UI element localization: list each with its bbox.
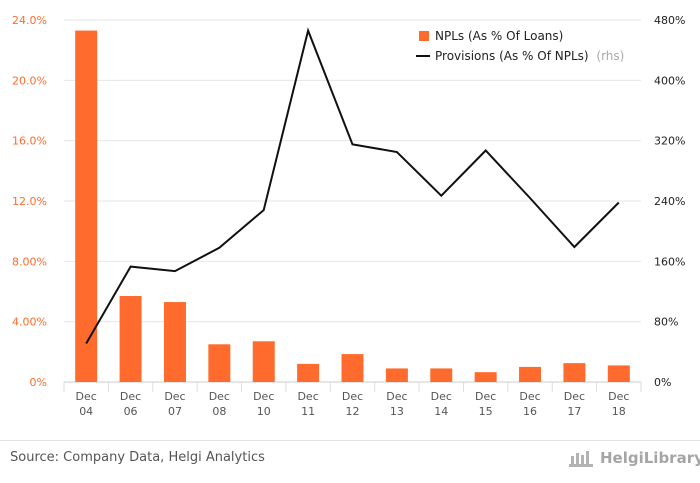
category-label-year: 06 [124,405,138,418]
category-label-year: 07 [168,405,182,418]
left-tick-label: 0% [30,376,47,389]
npl-bar-series [75,30,630,383]
category-label-month: Dec [564,390,585,403]
category-label-month: Dec [342,390,363,403]
npl-bar [385,368,408,382]
category-axis: Dec 04 Dec 06 Dec 07 Dec 08 Dec 10 Dec 11 Dec 12 Dec 13… [63,382,642,418]
category-label-year: 12 [346,405,360,418]
right-tick-label: 400% [654,74,685,87]
source-note: Source: Company Data, Helgi Analytics [10,450,265,465]
npl-bar [341,354,364,382]
right-tick-label: 160% [654,255,685,268]
npl-bar [75,30,98,383]
npl-bar [252,341,275,382]
category-label-year: 18 [612,405,626,418]
category-label-year: 08 [212,405,226,418]
left-tick-label: 8.00% [12,255,47,268]
category-label-year: 16 [523,405,537,418]
npl-bar [430,368,453,382]
category-label-year: 14 [434,405,448,418]
npl-bar [208,344,231,382]
legend-swatch-npl [419,31,429,41]
category-label-month: Dec [253,390,274,403]
category-label-month: Dec [76,390,97,403]
right-tick-label: 80% [654,316,678,329]
category-label-year: 15 [479,405,493,418]
legend-label-provisions: Provisions (As % Of NPLs) (rhs) [435,49,624,63]
left-tick-label: 16.0% [12,135,47,148]
provisions-line [85,27,620,345]
brand-logo: HelgiLibrary [568,446,700,470]
category-label-month: Dec [431,390,452,403]
category-label-month: Dec [608,390,629,403]
left-tick-label: 4.00% [12,316,47,329]
category-label-month: Dec [386,390,407,403]
category-label-month: Dec [519,390,540,403]
right-axis: 0% 80% 160% 240% 320% 400% 480% [654,14,685,389]
npl-bar [474,372,497,382]
category-label-year: 04 [79,405,93,418]
category-label-month: Dec [475,390,496,403]
category-label-month: Dec [120,390,141,403]
category-label-month: Dec [297,390,318,403]
category-label-month: Dec [209,390,230,403]
left-tick-label: 12.0% [12,195,47,208]
left-tick-label: 24.0% [12,14,47,27]
category-label-month: Dec [164,390,185,403]
right-tick-label: 0% [654,376,671,389]
right-tick-label: 480% [654,14,685,27]
left-axis: 0% 4.00% 8.00% 12.0% 16.0% 20.0% 24.0% [12,14,47,389]
right-tick-label: 320% [654,135,685,148]
grid-lines [64,19,641,383]
legend-rhs-note: (rhs) [596,49,624,63]
category-label-year: 10 [257,405,271,418]
npl-bar [163,302,186,382]
right-tick-label: 240% [654,195,685,208]
combo-chart: 0% 4.00% 8.00% 12.0% 16.0% 20.0% 24.0% 0% 80% 16… [12,14,685,418]
legend: NPLs (As % Of Loans) Provisions (As % Of… [416,29,624,63]
category-label-year: 17 [567,405,581,418]
npl-bar [563,363,586,382]
npl-bar [607,365,630,382]
left-tick-label: 20.0% [12,74,47,87]
footer-divider [0,440,700,441]
npl-bar [297,363,320,382]
category-label-year: 13 [390,405,404,418]
provisions-line-series [85,27,620,345]
brand-name: HelgiLibrary [600,449,700,467]
legend-label-npl: NPLs (As % Of Loans) [435,29,563,43]
npl-bar [119,296,142,382]
category-label-year: 11 [301,405,315,418]
npl-bar [519,366,542,382]
library-icon [569,451,593,467]
